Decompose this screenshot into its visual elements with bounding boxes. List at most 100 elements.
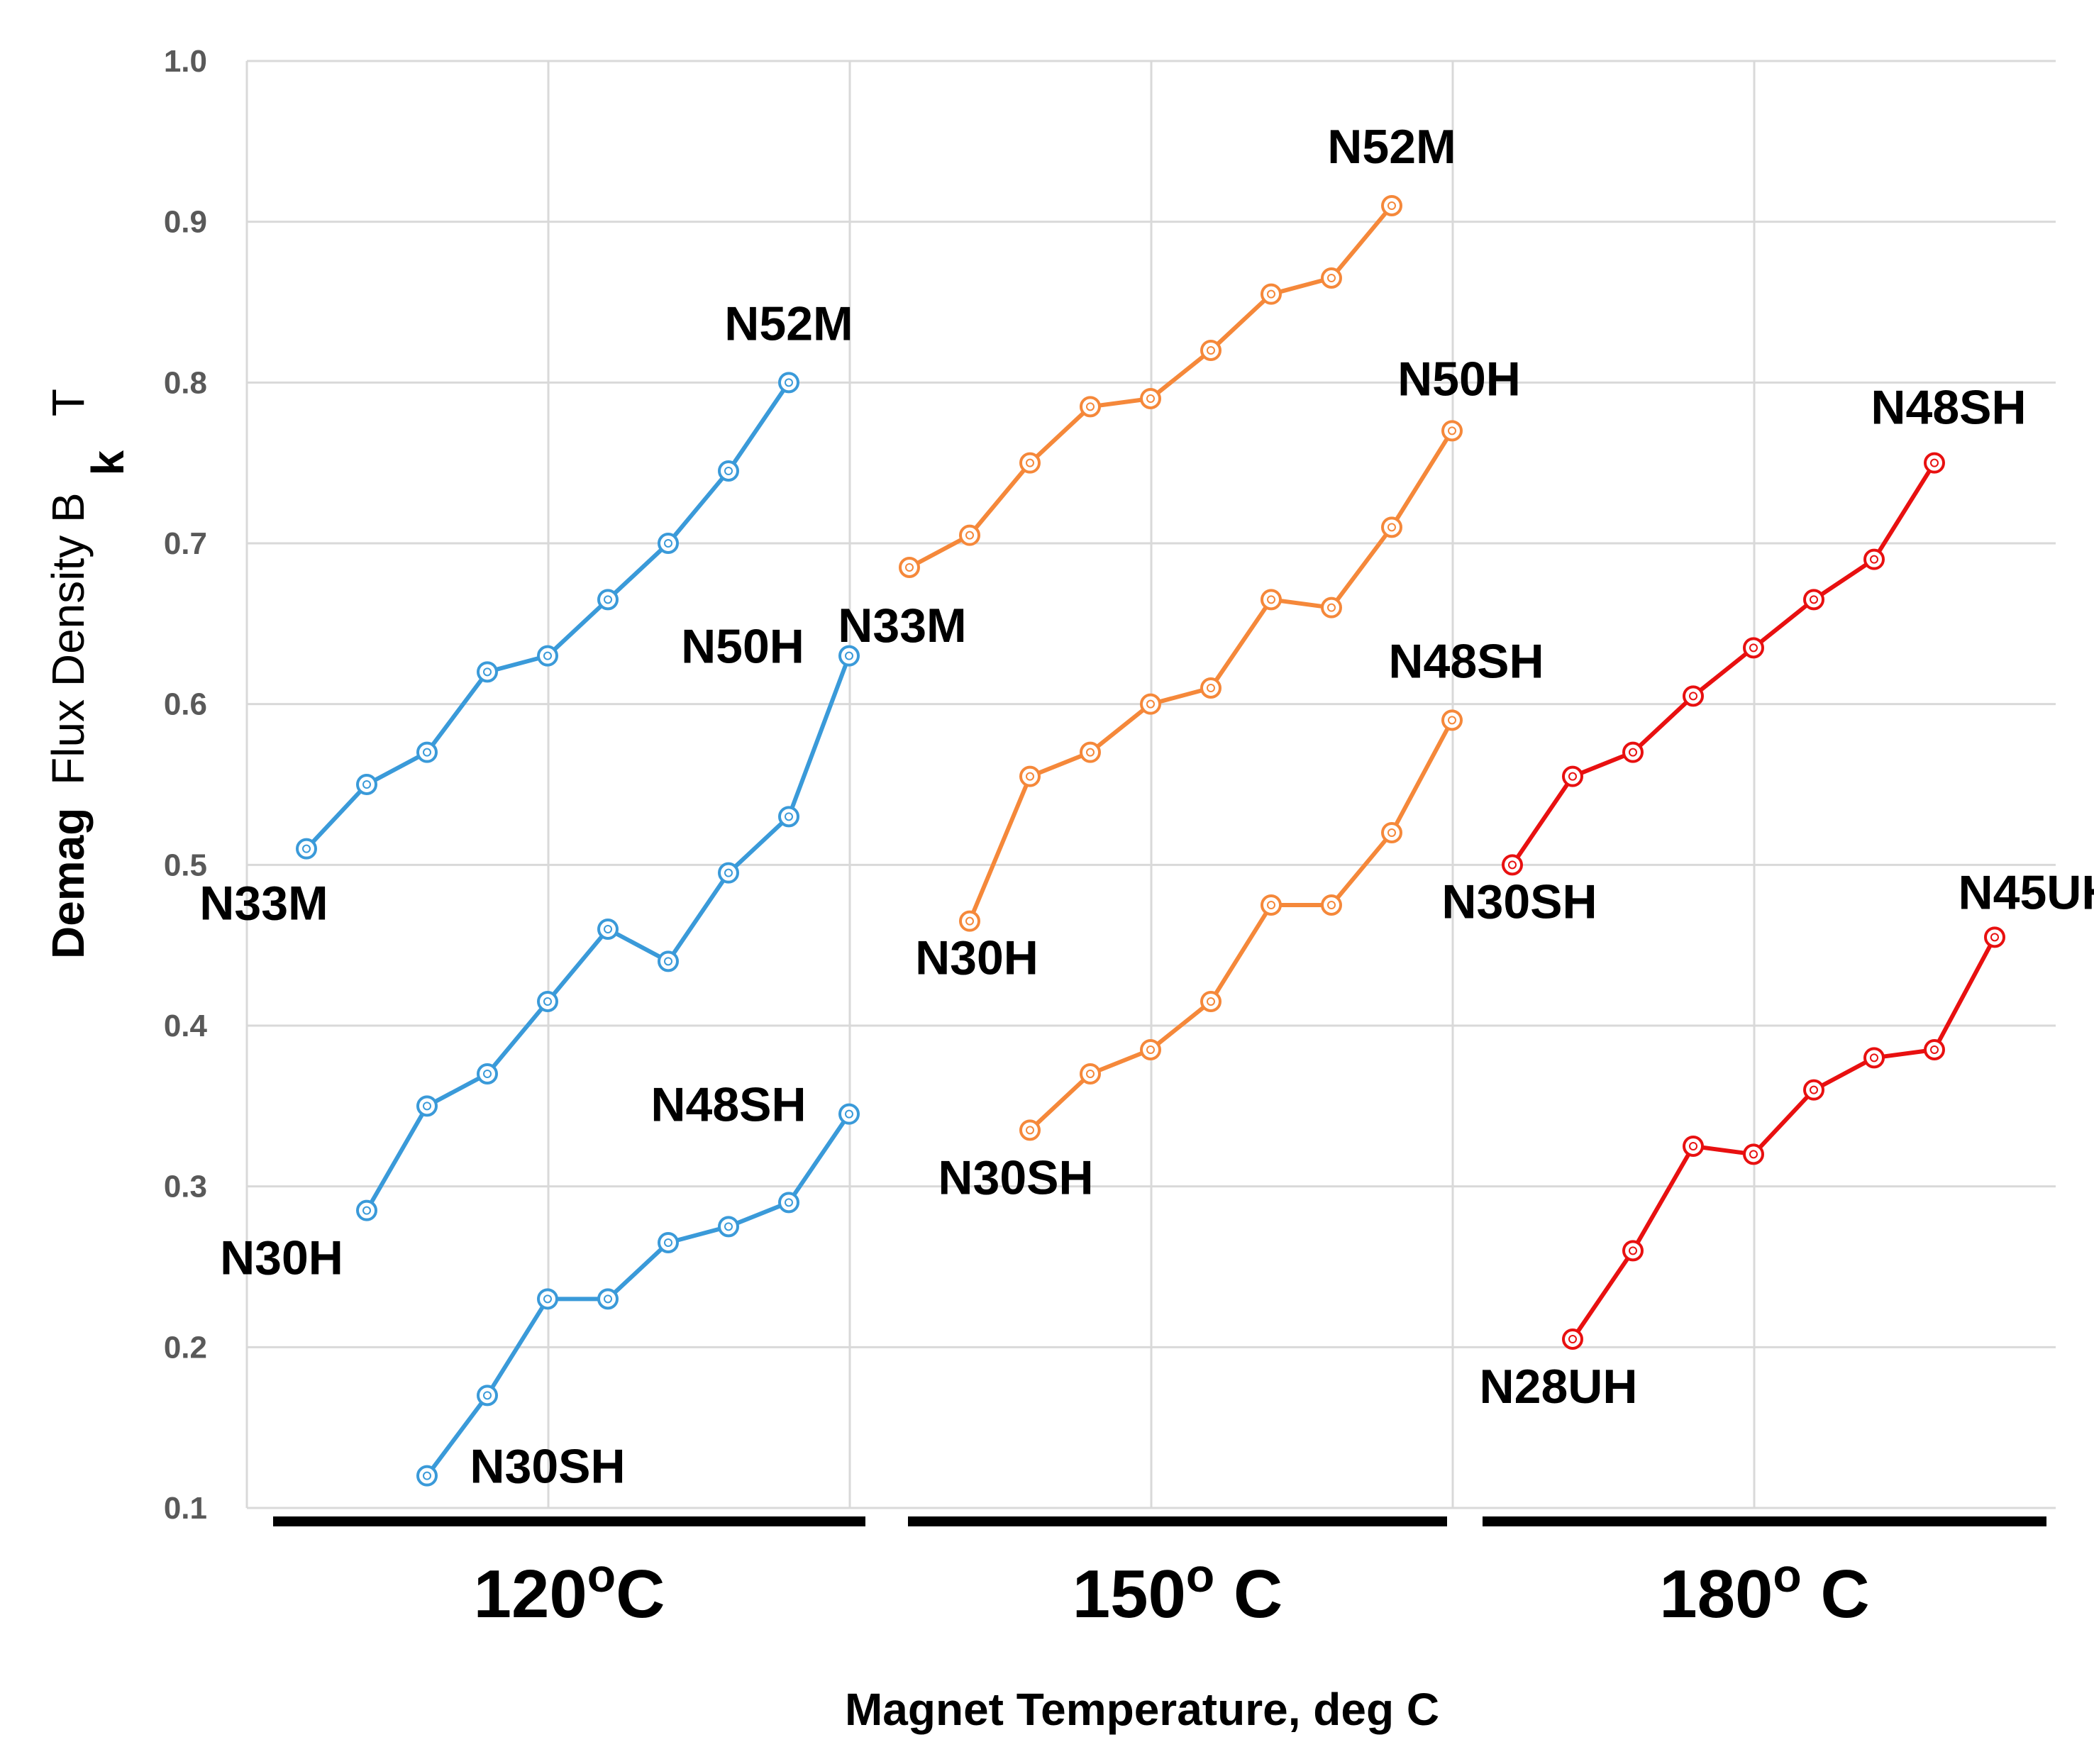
data-point — [1321, 267, 1342, 289]
data-point — [477, 1385, 498, 1407]
data-point-inner — [1207, 684, 1215, 692]
data-point — [477, 1063, 498, 1085]
data-point-inner — [1990, 933, 1999, 942]
y-tick-label: 0.6 — [164, 687, 207, 722]
series-150C-n30h-to-n50h — [959, 420, 1463, 932]
series-start-label: N30SH — [470, 1440, 625, 1494]
data-point-inner — [1267, 595, 1275, 604]
temperature-number: 120 — [474, 1556, 587, 1632]
data-point — [1261, 589, 1282, 611]
data-point-inner — [423, 1471, 431, 1480]
temperature-number: 180 — [1659, 1556, 1773, 1632]
data-point — [537, 991, 558, 1012]
data-point-inner — [905, 563, 914, 572]
data-point — [1200, 991, 1222, 1012]
series-start-label: N28UH — [1480, 1360, 1638, 1414]
data-point-inner — [1568, 772, 1577, 781]
temperature-group-label: 120oC — [474, 1549, 665, 1632]
data-point — [1261, 894, 1282, 916]
data-point-inner — [724, 1222, 733, 1231]
data-point — [1019, 765, 1041, 787]
data-point — [356, 774, 377, 795]
data-point-inner — [1086, 748, 1095, 757]
data-point — [1743, 1143, 1764, 1165]
series-end-label: N52M — [724, 296, 853, 350]
data-point-inner — [785, 1198, 793, 1207]
data-point — [959, 524, 980, 546]
data-point — [1321, 597, 1342, 618]
data-point — [1381, 195, 1402, 216]
data-point-inner — [1508, 860, 1517, 870]
data-point — [718, 460, 739, 482]
data-point-inner — [664, 1238, 672, 1247]
series-150C-n30sh-to-n48sh — [1019, 709, 1463, 1141]
data-point — [1381, 516, 1402, 538]
data-point — [1140, 388, 1161, 409]
data-point-inner — [483, 667, 492, 677]
data-point — [1743, 637, 1764, 659]
y-tick-label: 0.2 — [164, 1330, 207, 1365]
data-point — [778, 372, 799, 394]
data-point — [537, 645, 558, 667]
series-end-label: N45UH — [1959, 865, 2094, 919]
data-point — [1261, 283, 1282, 305]
series-120C-n30sh-to-n48sh — [416, 1103, 860, 1487]
data-point-inner — [543, 1294, 552, 1304]
data-point — [1863, 1047, 1885, 1069]
data-point-inner — [1749, 1150, 1758, 1159]
data-point — [1019, 452, 1041, 474]
data-point — [416, 741, 438, 763]
data-point-inner — [604, 595, 612, 604]
data-point-inner — [362, 780, 371, 789]
data-point — [1863, 548, 1885, 570]
data-point — [356, 1199, 377, 1221]
chart-grid — [245, 60, 2056, 1509]
series-labels: N33M N52M N30H N50H N30SH N48SH N33M N52M N30H N5… — [199, 120, 2094, 1494]
data-point-inner — [724, 467, 733, 475]
data-point-inner — [1689, 692, 1697, 701]
data-point-inner — [1146, 394, 1155, 403]
data-point — [597, 919, 619, 940]
data-point — [778, 1192, 799, 1214]
data-point-inner — [1689, 1142, 1697, 1150]
data-point-inner — [965, 916, 974, 926]
data-point-inner — [1146, 1045, 1155, 1054]
data-point — [1924, 452, 1945, 474]
data-point-inner — [423, 1102, 431, 1111]
series-end-label: N50H — [681, 620, 804, 674]
data-point-inner — [1810, 595, 1818, 604]
data-point-inner — [1207, 997, 1215, 1006]
data-point — [1200, 677, 1222, 699]
data-point — [1803, 1079, 1824, 1101]
data-point-inner — [1026, 772, 1034, 781]
series-180C-n28uh-to-n45uh — [1562, 926, 2005, 1350]
y-axis-title: Demag Flux Density B k T — [43, 389, 133, 959]
temperature-unit: C — [1214, 1556, 1283, 1632]
data-point-inner — [1207, 346, 1215, 355]
y-tick-label: 0.5 — [164, 848, 207, 882]
data-point — [838, 645, 860, 667]
series-line — [1028, 719, 1454, 1132]
data-point — [1441, 709, 1463, 731]
data-point-inner — [604, 1294, 612, 1304]
series-layer — [296, 195, 2005, 1487]
data-point — [658, 950, 679, 972]
y-tick-label: 0.4 — [164, 1009, 208, 1043]
data-point-inner — [1930, 458, 1939, 467]
data-point-inner — [483, 1070, 492, 1078]
y-tick-label: 0.1 — [164, 1491, 207, 1526]
series-start-label: N30H — [915, 931, 1038, 985]
temperature-group-labels: 120oC 150o C 180o C — [474, 1549, 1870, 1632]
data-point-inner — [664, 957, 672, 966]
series-start-label: N30SH — [1441, 875, 1597, 928]
data-point-inner — [1568, 1335, 1577, 1343]
series-120C-n33m-to-n52m — [296, 372, 799, 860]
data-point-inner — [543, 651, 552, 660]
series-start-label: N30H — [220, 1231, 343, 1285]
data-point — [1080, 1063, 1101, 1085]
data-point — [477, 661, 498, 683]
data-point-inner — [785, 812, 793, 821]
temperature-number: 150 — [1073, 1556, 1186, 1632]
data-point-inner — [1086, 402, 1095, 411]
